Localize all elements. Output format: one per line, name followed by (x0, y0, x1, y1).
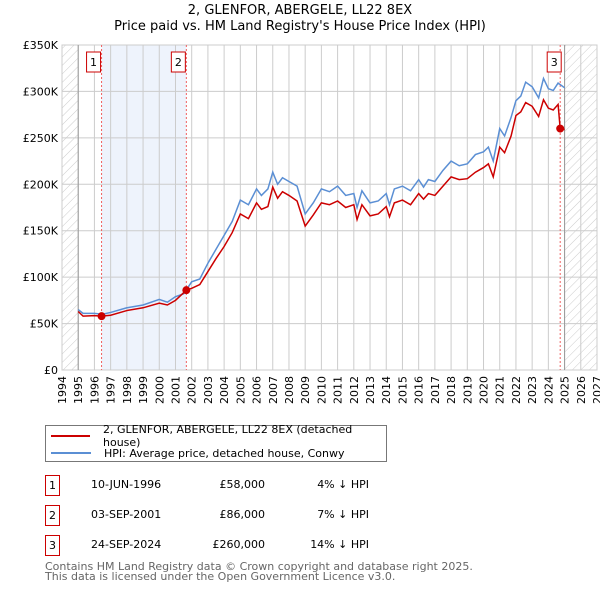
y-tick-label: £0 (44, 364, 58, 377)
y-tick-label: £150K (23, 225, 59, 238)
x-tick-label: 2018 (445, 376, 458, 404)
legend-swatch-blue (51, 452, 91, 454)
transaction-row: 2 03-SEP-2001 £86,000 7% ↓ HPI (45, 505, 375, 526)
x-tick-label: 2017 (429, 376, 442, 404)
sale-price: £58,000 (219, 478, 266, 491)
hpi-line (77, 76, 566, 316)
x-tick-label: 2001 (169, 376, 182, 404)
legend-item-hpi: HPI: Average price, detached house, Conw… (46, 445, 345, 461)
x-tick-label: 2002 (186, 376, 199, 404)
marker-badge: 3 (45, 535, 60, 556)
sale-label-box (86, 51, 102, 73)
sale-label: 2 (175, 56, 182, 69)
x-tick-label: 1999 (137, 376, 150, 404)
sale-label-box (546, 51, 562, 73)
x-tick-label: 2020 (478, 376, 491, 404)
ownership-shade (101, 45, 187, 370)
sale-label: 1 (90, 56, 97, 69)
x-tick-label: 2004 (218, 376, 231, 404)
x-tick-label: 2013 (364, 376, 377, 404)
sale-date: 03-SEP-2001 (91, 508, 162, 521)
x-tick-label: 2005 (234, 376, 247, 404)
sale-label: 3 (551, 56, 558, 69)
x-tick-label: 2026 (575, 376, 588, 404)
x-tick-label: 1997 (105, 376, 118, 404)
x-tick-label: 1996 (88, 376, 101, 404)
x-tick-label: 2023 (526, 376, 539, 404)
x-tick-label: 2015 (396, 376, 409, 404)
sale-point (182, 286, 191, 295)
sale-date: 24-SEP-2024 (91, 538, 162, 551)
x-tick-label: 2027 (591, 376, 600, 404)
y-tick-label: £350K (23, 39, 59, 52)
marker-badge: 2 (45, 505, 60, 526)
y-tick-label: £250K (23, 132, 59, 145)
x-tick-label: 2009 (299, 376, 312, 404)
hpi-diff: 4% ↓ HPI (317, 478, 369, 491)
x-tick-label: 2025 (559, 376, 572, 404)
price-chart: 1994 1995 1996 1997 1998 1999 2000 2001 2002 2003… (23, 39, 600, 404)
hpi-diff: 7% ↓ HPI (317, 508, 369, 521)
sale-price: £260,000 (212, 538, 266, 551)
y-tick-label: £50K (30, 318, 59, 331)
price-line (77, 97, 565, 317)
x-tick-label: 2024 (542, 376, 555, 404)
hatch-before (62, 45, 79, 370)
x-tick-label: 2003 (202, 376, 215, 404)
x-tick-label: 2011 (332, 376, 345, 404)
legend-swatch-red (51, 435, 90, 437)
footer-copyright: Contains HM Land Registry data © Crown c… (45, 560, 473, 573)
x-tick-label: 2016 (413, 376, 426, 404)
legend-label: 2, GLENFOR, ABERGELE, LL22 8EX (detached… (103, 423, 353, 449)
x-tick-label: 2006 (251, 376, 264, 404)
x-tick-label: 1994 (56, 376, 69, 404)
sale-label-box (170, 51, 186, 73)
legend-item-property: 2, GLENFOR, ABERGELE, LL22 8EX (detached… (46, 423, 386, 449)
x-tick-label: 1998 (121, 376, 134, 404)
sale-point (556, 124, 565, 133)
x-tick-label: 2008 (283, 376, 296, 404)
x-tick-label: 1995 (72, 376, 85, 404)
sale-point (97, 312, 106, 321)
x-tick-label: 2019 (461, 376, 474, 404)
transaction-row: 3 24-SEP-2024 £260,000 14% ↓ HPI (45, 535, 375, 556)
y-tick-label: £100K (23, 271, 59, 284)
y-tick-label: £300K (23, 85, 59, 98)
footer-license: This data is licensed under the Open Gov… (45, 570, 396, 583)
x-tick-label: 2007 (267, 376, 280, 404)
chart-title: 2, GLENFOR, ABERGELE, LL22 8EX (187, 3, 413, 18)
x-tick-label: 2012 (348, 376, 361, 404)
sale-price: £86,000 (219, 508, 266, 521)
transaction-row: 1 10-JUN-1996 £58,000 4% ↓ HPI (45, 475, 375, 496)
marker-badge: 1 (45, 475, 60, 496)
chart-subtitle: Price paid vs. HM Land Registry's House … (114, 19, 486, 34)
x-tick-label: 2021 (494, 376, 507, 404)
x-tick-label: 2000 (153, 376, 166, 404)
y-tick-label: £200K (23, 178, 59, 191)
x-tick-label: 2010 (315, 376, 328, 404)
sale-date: 10-JUN-1996 (91, 478, 162, 491)
legend-label: HPI: Average price, detached house, Conw… (104, 446, 345, 460)
x-tick-label: 2014 (380, 376, 393, 404)
x-tick-label: 2022 (510, 376, 523, 404)
hpi-diff: 14% ↓ HPI (310, 538, 369, 551)
legend: 2, GLENFOR, ABERGELE, LL22 8EX (detached… (45, 423, 387, 462)
